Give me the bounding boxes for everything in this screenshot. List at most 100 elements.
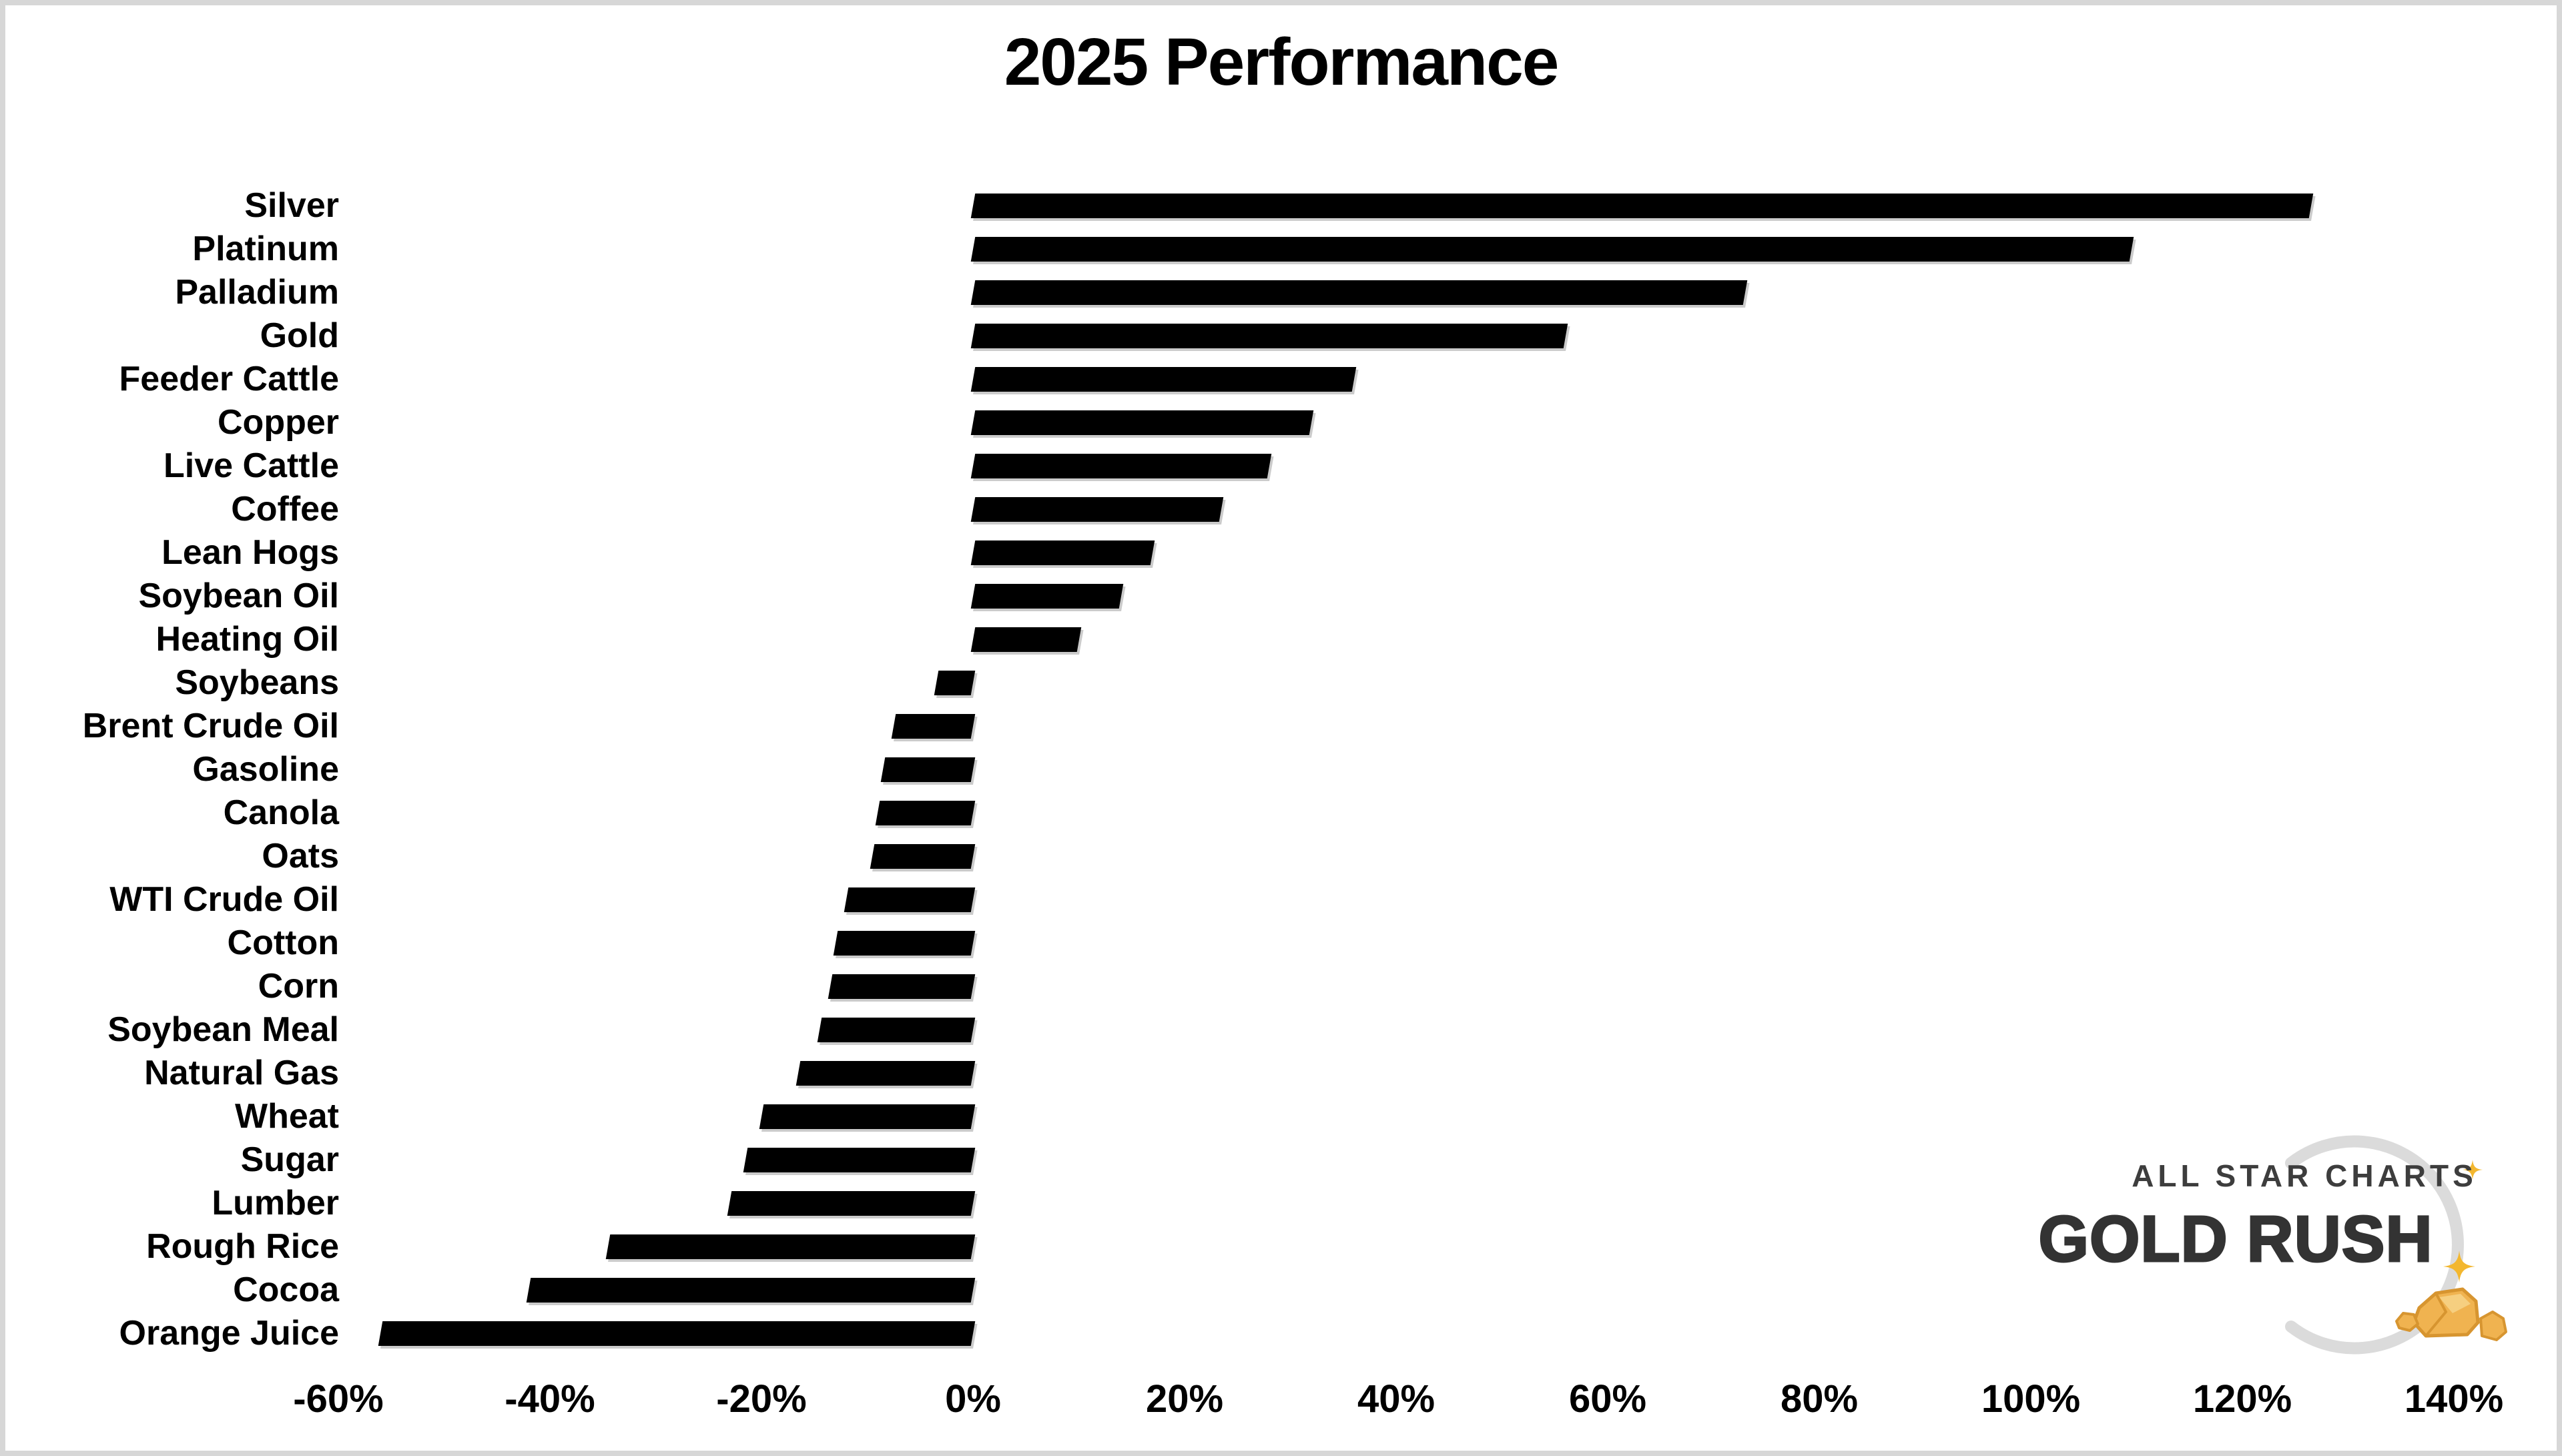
bar-soybean-meal bbox=[817, 1018, 976, 1042]
bar-row: Heating Oil bbox=[5, 618, 2557, 661]
bar-rough-rice bbox=[605, 1234, 976, 1259]
bar-row: Gasoline bbox=[5, 748, 2557, 791]
x-tick-label: 60% bbox=[1568, 1377, 1647, 1421]
x-tick-label: -20% bbox=[716, 1377, 807, 1421]
category-label-gold: Gold bbox=[260, 316, 339, 355]
bar-row: Soybeans bbox=[5, 661, 2557, 705]
x-axis: -60% -40% -20% 0% 20% 40% 60% 80% 100% 120% 140% bbox=[5, 1377, 2557, 1437]
bar-platinum bbox=[970, 237, 2134, 262]
bar-row: Silver bbox=[5, 184, 2557, 228]
bar-sugar bbox=[743, 1148, 976, 1172]
bar-row: Brent Crude Oil bbox=[5, 705, 2557, 748]
bar-feeder-cattle bbox=[970, 367, 1356, 392]
bar-copper bbox=[970, 410, 1314, 435]
bar-canola bbox=[876, 801, 976, 825]
bar-live-cattle bbox=[970, 454, 1272, 478]
bar-cotton bbox=[833, 931, 976, 956]
bar-row: Live Cattle bbox=[5, 444, 2557, 488]
bar-natural-gas bbox=[796, 1061, 976, 1086]
bar-coffee bbox=[970, 497, 1224, 522]
logo-line1: ALL STAR CHARTS bbox=[2132, 1158, 2477, 1193]
bar-row: Sugar bbox=[5, 1138, 2557, 1182]
bar-row: Gold bbox=[5, 314, 2557, 358]
category-label-lumber: Lumber bbox=[212, 1184, 339, 1222]
category-label-gasoline: Gasoline bbox=[192, 750, 339, 789]
bar-row: Orange Juice bbox=[5, 1312, 2557, 1355]
bar-row: Rough Rice bbox=[5, 1225, 2557, 1268]
bar-row: Soybean Oil bbox=[5, 575, 2557, 618]
bar-row: Cocoa bbox=[5, 1268, 2557, 1312]
category-label-copper: Copper bbox=[218, 403, 339, 442]
bar-heating-oil bbox=[970, 627, 1081, 652]
category-label-cotton: Cotton bbox=[227, 924, 339, 962]
bar-row: Oats bbox=[5, 835, 2557, 878]
category-label-corn: Corn bbox=[258, 967, 339, 1006]
bar-palladium bbox=[970, 280, 1748, 305]
gold-nugget-icon bbox=[2395, 1287, 2507, 1341]
bar-row: Feeder Cattle bbox=[5, 358, 2557, 401]
sparkle-icon bbox=[2443, 1250, 2475, 1283]
category-label-cocoa: Cocoa bbox=[233, 1270, 339, 1309]
category-label-natural-gas: Natural Gas bbox=[144, 1054, 339, 1092]
bar-row: Platinum bbox=[5, 228, 2557, 271]
bar-gold bbox=[970, 324, 1568, 348]
sparkle-icon bbox=[2463, 1160, 2483, 1180]
x-tick-label: 20% bbox=[1145, 1377, 1224, 1421]
bar-row: Cotton bbox=[5, 922, 2557, 965]
category-label-live-cattle: Live Cattle bbox=[164, 446, 339, 485]
bar-brent-crude-oil bbox=[891, 714, 976, 739]
category-label-feeder-cattle: Feeder Cattle bbox=[119, 360, 339, 398]
x-tick-label: 100% bbox=[1981, 1377, 2081, 1421]
category-label-soybeans: Soybeans bbox=[175, 663, 339, 702]
bar-corn bbox=[828, 974, 976, 999]
x-tick-label: 0% bbox=[945, 1377, 1001, 1421]
bar-soybean-oil bbox=[970, 584, 1124, 609]
x-tick-label: 80% bbox=[1780, 1377, 1859, 1421]
category-label-soybean-meal: Soybean Meal bbox=[107, 1010, 339, 1049]
category-label-heating-oil: Heating Oil bbox=[155, 620, 339, 659]
bar-row: Canola bbox=[5, 791, 2557, 835]
category-label-palladium: Palladium bbox=[175, 273, 339, 312]
bar-row: Natural Gas bbox=[5, 1052, 2557, 1095]
bar-row: Palladium bbox=[5, 271, 2557, 314]
chart-title: 2025 Performance bbox=[1004, 25, 1560, 99]
category-label-silver: Silver bbox=[244, 186, 339, 225]
bar-silver bbox=[970, 194, 2314, 218]
category-label-sugar: Sugar bbox=[240, 1140, 339, 1179]
category-label-oats: Oats bbox=[262, 837, 339, 875]
bar-row: Lean Hogs bbox=[5, 531, 2557, 575]
bar-row: Corn bbox=[5, 965, 2557, 1008]
category-label-orange-juice: Orange Juice bbox=[119, 1314, 339, 1353]
bar-row: Lumber bbox=[5, 1182, 2557, 1225]
category-label-brent-crude-oil: Brent Crude Oil bbox=[82, 707, 339, 745]
plot-area: Silver Platinum Palladium Gold Feeder Cattle… bbox=[5, 184, 2557, 1355]
bar-row: Coffee bbox=[5, 488, 2557, 531]
category-label-wti-crude-oil: WTI Crude Oil bbox=[109, 880, 339, 919]
crescent-arc-icon bbox=[2285, 1135, 2464, 1355]
x-tick-label: 140% bbox=[2404, 1377, 2504, 1421]
category-label-soybean-oil: Soybean Oil bbox=[138, 577, 339, 615]
x-tick-label: 40% bbox=[1357, 1377, 1435, 1421]
bar-orange-juice bbox=[378, 1321, 976, 1346]
x-tick-label: -60% bbox=[293, 1377, 384, 1421]
category-label-canola: Canola bbox=[223, 793, 339, 832]
category-label-platinum: Platinum bbox=[192, 230, 339, 268]
bar-wheat bbox=[759, 1104, 976, 1129]
logo-line2: GOLD RUSH bbox=[2039, 1202, 2433, 1275]
bar-row: Wheat bbox=[5, 1095, 2557, 1138]
category-label-rough-rice: Rough Rice bbox=[146, 1227, 339, 1266]
bar-lumber bbox=[727, 1191, 976, 1216]
x-tick-label: 120% bbox=[2192, 1377, 2292, 1421]
bar-row: Copper bbox=[5, 401, 2557, 444]
bar-row: Soybean Meal bbox=[5, 1008, 2557, 1052]
x-tick-label: -40% bbox=[505, 1377, 595, 1421]
category-label-lean-hogs: Lean Hogs bbox=[162, 533, 339, 572]
category-label-wheat: Wheat bbox=[235, 1097, 339, 1136]
bar-oats bbox=[870, 844, 976, 869]
bar-cocoa bbox=[527, 1278, 976, 1303]
bar-soybeans bbox=[934, 671, 976, 695]
bar-wti-crude-oil bbox=[844, 887, 976, 912]
category-label-coffee: Coffee bbox=[231, 490, 339, 528]
bar-lean-hogs bbox=[970, 540, 1155, 565]
